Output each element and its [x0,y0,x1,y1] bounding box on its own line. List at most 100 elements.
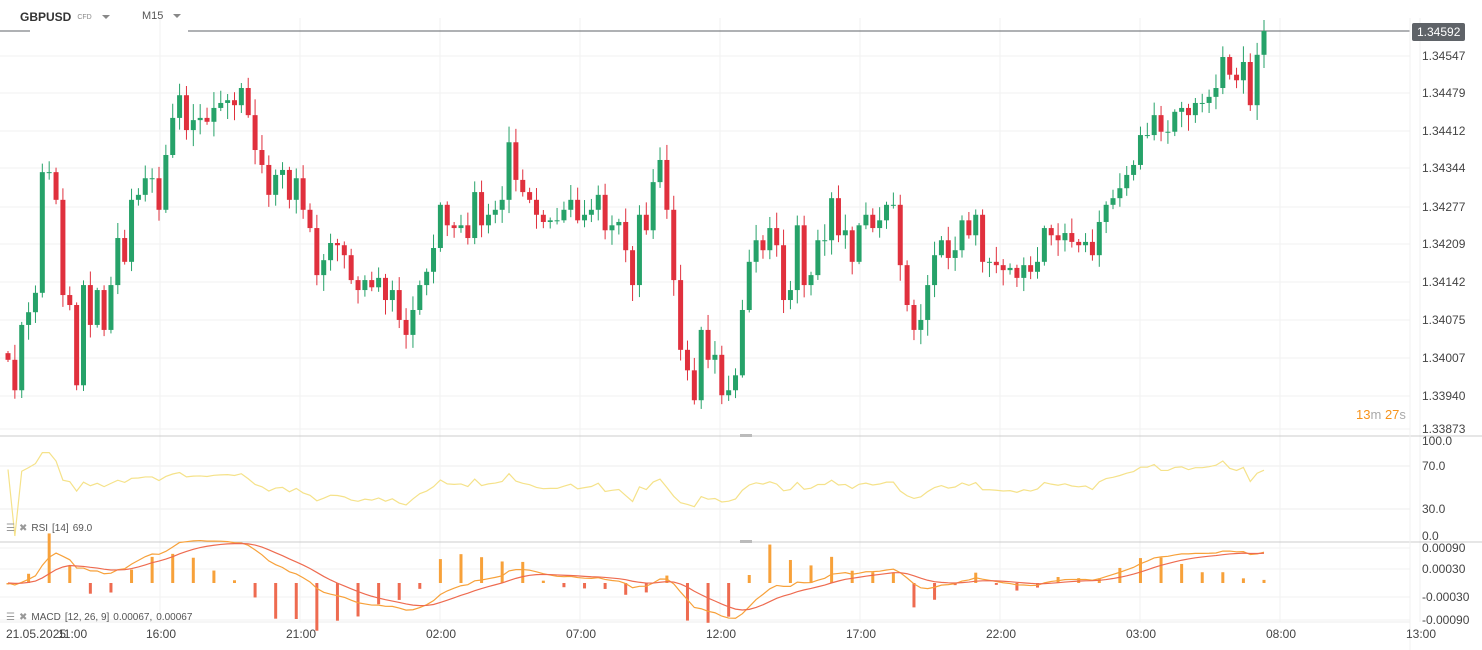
candle-down [444,204,450,226]
candle-up [561,209,567,221]
candle-down [1227,57,1233,75]
candle-up [1172,111,1178,132]
time-axis-label: 02:00 [426,627,457,641]
macd-histogram-bar [356,583,360,617]
macd-histogram-bar [418,583,422,589]
candle-down [266,164,272,195]
candle-down [1048,228,1054,236]
menu-icon[interactable]: ☰ [6,523,15,534]
candle-up [149,178,155,180]
candle-down [204,117,210,122]
candle-up [938,240,944,256]
candle-up [822,240,828,242]
candle-up [46,172,52,174]
candle-up [890,204,896,206]
macd-histogram-bar [459,554,463,583]
candle-up [328,243,334,261]
candle-up [39,172,45,293]
candle-up [787,290,793,301]
macd-params: [12, 26, 9] [64,612,110,623]
candle-down [904,265,910,306]
macd-histogram-bar [274,583,278,619]
time-axis-label: 07:00 [566,627,597,641]
macd-histogram-bar [891,572,895,583]
candle-up [492,209,498,215]
macd-histogram-bar [1241,578,1245,583]
macd-histogram-bar [1138,558,1142,583]
candle-down [1055,235,1061,241]
candle-up [856,225,862,262]
macd-histogram-bar [294,583,298,620]
macd-histogram-bar [480,557,484,583]
candle-down [691,370,697,401]
candle-up [767,228,773,251]
rsi-pane [7,452,1265,537]
candle-up [218,102,224,108]
candle-down [911,305,917,330]
macd-histogram-bar [1180,563,1184,583]
candle-down [1028,265,1034,272]
macd-histogram-bar [191,557,195,583]
candle-up [424,271,430,286]
candle-up [712,354,718,360]
macd-histogram-bar [1221,572,1225,583]
timeframe-selector[interactable]: M15 [142,10,182,22]
time-axis-label: 16:00 [146,627,177,641]
candle-up [1213,88,1219,97]
candle-up [726,390,732,396]
candle-up [410,309,416,335]
candle-up [1041,228,1047,262]
candle-countdown: 13m 27s [1356,407,1406,422]
close-icon[interactable]: ✖ [18,612,28,623]
candle-up [1124,174,1130,189]
candle-up [273,174,279,195]
candle-down [101,290,107,330]
candle-up [376,277,382,288]
candle-down [245,88,251,116]
macd-signal-line [7,542,1265,611]
candle-down [12,359,18,391]
candle-up [986,261,992,263]
candle-up [506,142,512,200]
candle-down [369,280,375,288]
candle-up [588,209,594,215]
macd-histogram-bar [1015,583,1019,591]
candle-up [211,107,217,122]
countdown-minutes-unit: m [1370,407,1382,422]
timeframe-label: M15 [142,10,164,22]
menu-icon[interactable]: ☰ [6,612,15,623]
candle-down [252,115,258,151]
macd-line [7,539,1265,619]
macd-histogram-bar [500,561,504,583]
candle-down [183,95,189,131]
candle-down [1014,267,1020,278]
macd-histogram-bar [706,583,710,623]
candle-down [87,285,93,325]
candle-down [479,192,485,226]
candle-down [684,349,690,371]
candle-up [925,285,931,320]
candle-up [238,88,244,106]
macd-histogram-bar [88,583,92,594]
candle-down [671,209,677,281]
candle-down [74,305,80,386]
symbol-selector[interactable]: GBPUSD CFD [20,10,110,24]
rsi-axis-label: 0.0 [1422,529,1439,543]
candle-up [794,225,800,291]
candle-up [472,192,478,239]
candle-up [135,194,141,200]
candle-up [1117,188,1123,199]
candle-up [863,214,869,226]
candle-up [1254,54,1260,106]
candle-down [348,255,354,281]
candle-up [170,117,176,155]
symbol-type: CFD [77,13,92,21]
close-icon[interactable]: ✖ [18,523,28,534]
candle-up [636,214,642,286]
candle-down [835,198,841,236]
candle-up [321,260,327,276]
candle-up [582,214,588,221]
candle-down [355,280,361,291]
candle-down [60,199,66,296]
